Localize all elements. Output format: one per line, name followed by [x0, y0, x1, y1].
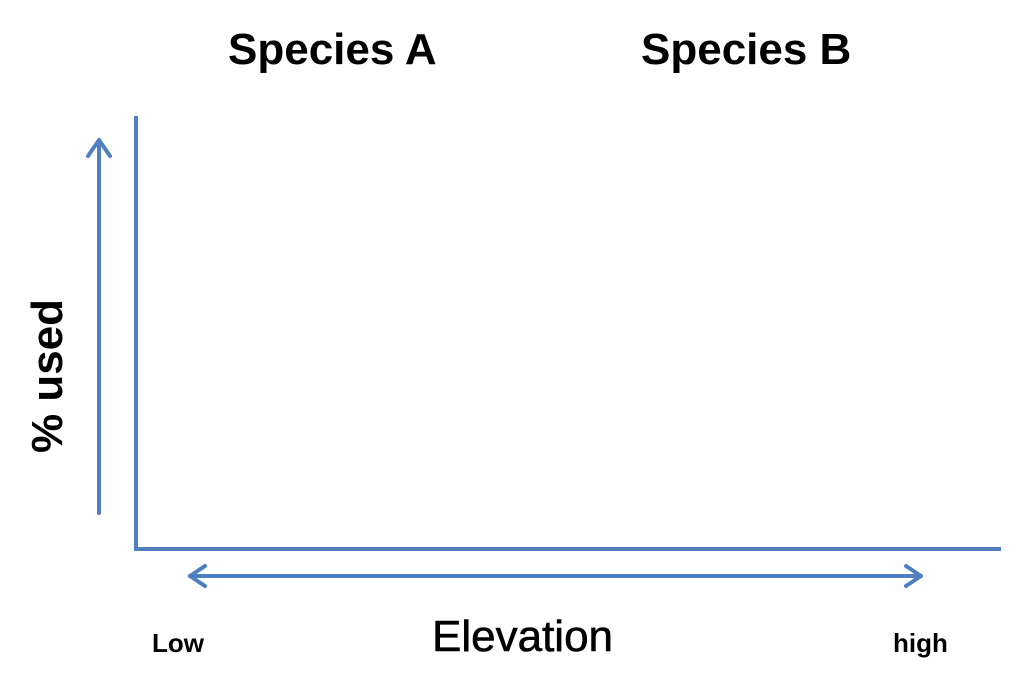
species-b-title: Species B: [641, 25, 852, 74]
x-axis-low-label: Low: [152, 628, 204, 658]
y-axis-label: % used: [23, 298, 72, 454]
x-axis-high-label: high: [893, 628, 948, 658]
species-a-title: Species A: [228, 25, 437, 74]
right-arrowhead-icon: [904, 564, 923, 588]
x-axis-label: Elevation: [432, 612, 614, 661]
up-arrowhead-icon: [86, 138, 112, 158]
left-arrowhead-icon: [188, 564, 207, 588]
